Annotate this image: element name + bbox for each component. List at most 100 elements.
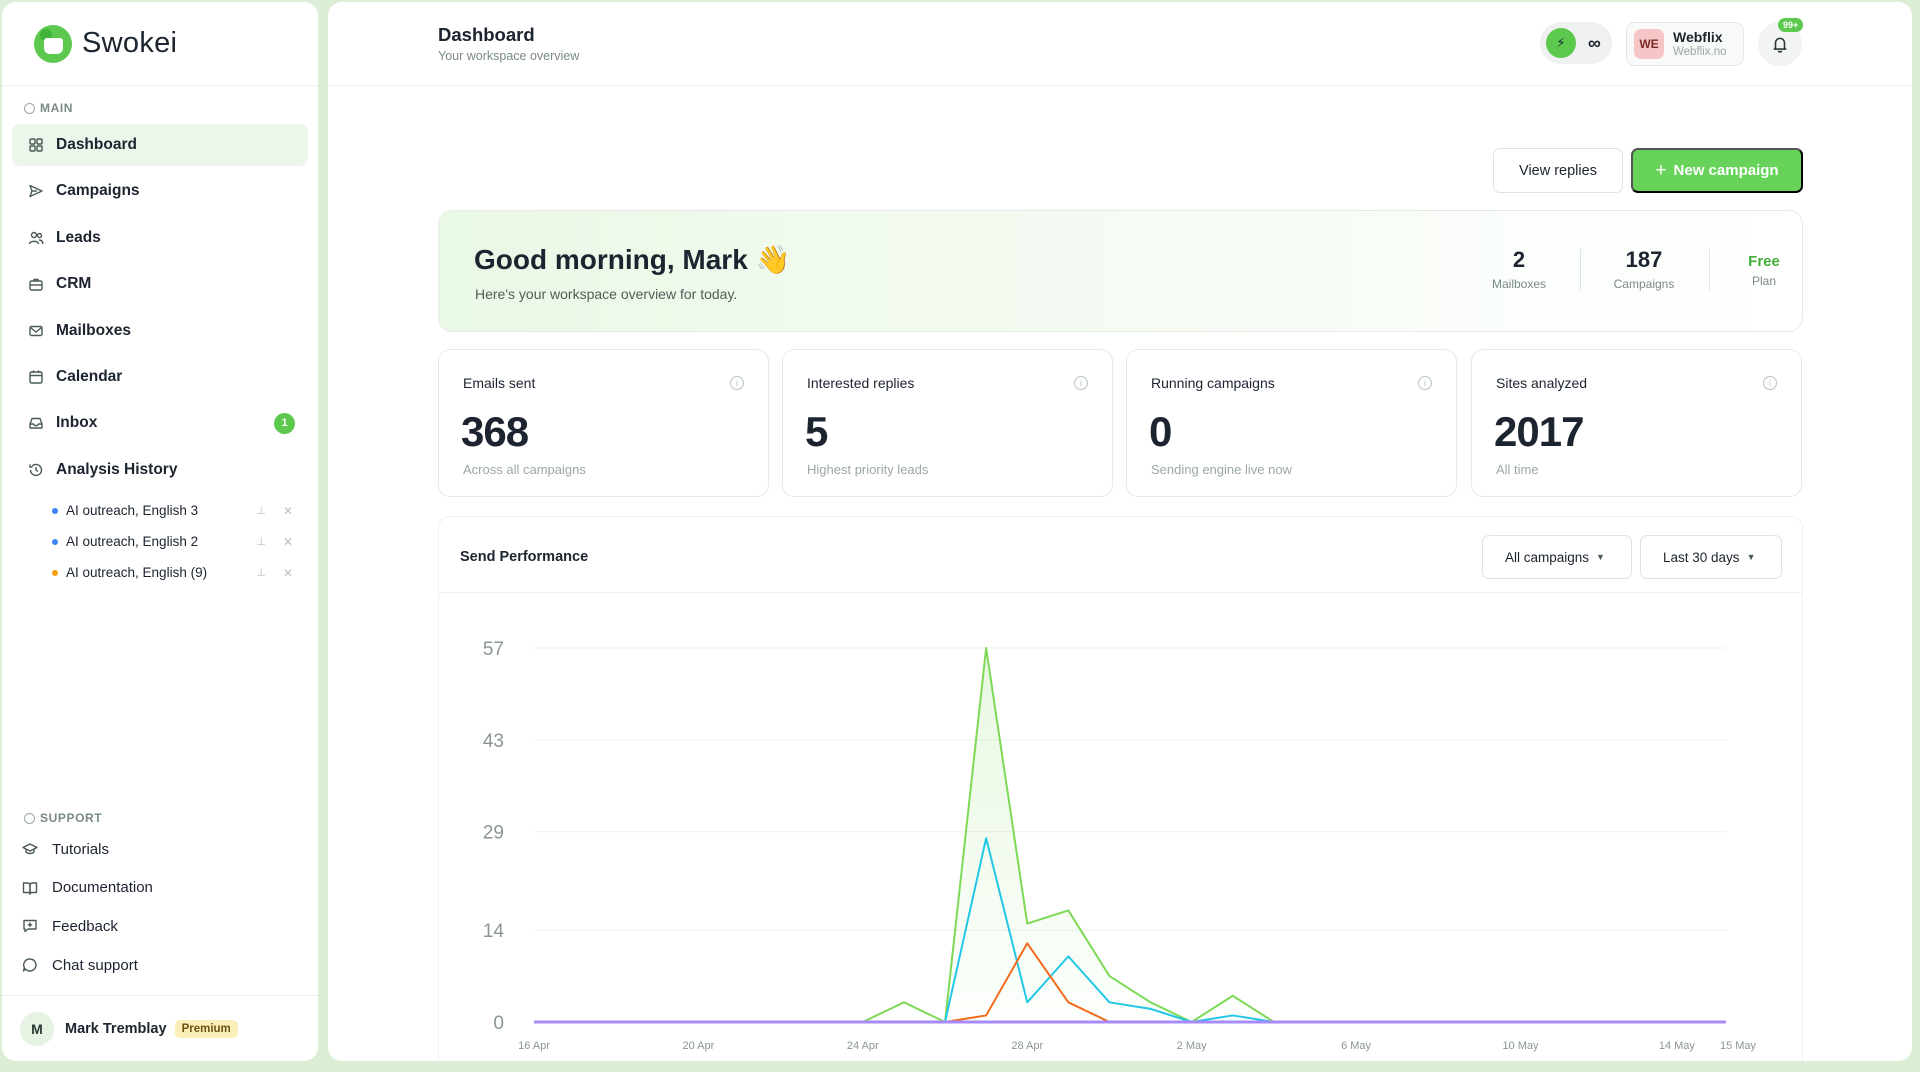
y-tick-label: 0 <box>493 1013 504 1034</box>
plan-badge: Premium <box>174 1019 238 1038</box>
users-icon <box>28 230 44 246</box>
pin-icon[interactable]: ⊥ <box>256 536 266 549</box>
mail-icon <box>28 323 44 339</box>
graduation-cap-icon <box>22 840 40 858</box>
support-item-documentation[interactable]: Documentation <box>22 869 153 908</box>
divider <box>1709 249 1710 291</box>
pin-icon[interactable]: ⊥ <box>256 567 266 580</box>
swokei-logo-icon <box>34 24 72 63</box>
sidebar-item-label: Campaigns <box>56 182 140 200</box>
bell-icon <box>1773 37 1787 53</box>
history-item[interactable]: AI outreach, English 3 ⊥ ✕ <box>52 495 318 526</box>
sidebar-item-analysis-history[interactable]: Analysis History <box>12 449 308 491</box>
analysis-history-list: AI outreach, English 3 ⊥ ✕ AI outreach, … <box>2 495 318 588</box>
main-nav: Dashboard Campaigns Leads CRM Mailboxes … <box>2 124 318 495</box>
date-range-select[interactable]: Last 30 days ▼ <box>1640 535 1782 579</box>
stat-campaigns: 187 Campaigns <box>1613 247 1675 291</box>
sidebar-item-label: Calendar <box>56 367 123 385</box>
dot-icon <box>52 569 58 576</box>
send-icon <box>28 183 44 199</box>
close-icon[interactable]: ✕ <box>282 503 293 518</box>
notification-count-badge: 99+ <box>1778 18 1804 32</box>
x-tick-label: 10 May <box>1502 1040 1539 1052</box>
new-campaign-button[interactable]: + New campaign <box>1631 148 1803 193</box>
feedback-icon <box>22 917 40 935</box>
y-tick-label: 29 <box>483 823 504 844</box>
info-icon[interactable]: i <box>730 376 744 390</box>
support-item-tutorials[interactable]: Tutorials <box>22 830 153 869</box>
history-icon <box>28 462 44 478</box>
history-item[interactable]: AI outreach, English 2 ⊥ ✕ <box>52 526 318 557</box>
sidebar-item-inbox[interactable]: Inbox 1 <box>12 402 308 444</box>
chevron-down-icon: ▼ <box>1596 552 1605 562</box>
main-section-label: MAIN <box>2 100 318 116</box>
history-item[interactable]: AI outreach, English (9) ⊥ ✕ <box>52 557 318 588</box>
page-title: Dashboard <box>438 24 535 45</box>
series-line <box>534 647 1726 1023</box>
sidebar-item-label: Analysis History <box>56 460 178 478</box>
sidebar-item-label: Inbox <box>56 414 98 432</box>
topbar: Dashboard Your workspace overview ⚡ ∞ WE… <box>328 2 1912 86</box>
credits-pill[interactable]: ⚡ ∞ <box>1540 22 1612 64</box>
x-tick-label: 24 Apr <box>847 1040 879 1052</box>
divider <box>1580 249 1581 291</box>
close-icon[interactable]: ✕ <box>282 565 293 580</box>
compass-icon <box>24 102 35 114</box>
inbox-icon <box>28 415 44 431</box>
y-tick-label: 14 <box>483 921 505 942</box>
view-replies-button[interactable]: View replies <box>1493 148 1623 193</box>
support-item-chat-support[interactable]: Chat support <box>22 946 153 985</box>
x-tick-label: 6 May <box>1341 1040 1371 1052</box>
campaign-filter-select[interactable]: All campaigns ▼ <box>1482 535 1632 579</box>
book-icon <box>22 879 40 897</box>
page-subtitle: Your workspace overview <box>438 49 580 63</box>
dot-icon <box>52 538 58 545</box>
brand-name: Swokei <box>82 27 178 59</box>
info-icon[interactable]: i <box>1763 376 1777 390</box>
user-name: Mark Tremblay <box>65 1020 167 1037</box>
info-icon[interactable]: i <box>1418 376 1432 390</box>
kpi-card-running-campaigns: Running campaigns i 0 Sending engine liv… <box>1126 349 1457 497</box>
brand[interactable]: Swokei <box>2 2 318 86</box>
history-item-label: AI outreach, English 2 <box>66 534 199 550</box>
x-tick-label: 14 May <box>1659 1040 1696 1052</box>
chevron-down-icon: ▼ <box>1746 552 1756 562</box>
sidebar-item-dashboard[interactable]: Dashboard <box>12 124 308 166</box>
x-tick-label: 15 May <box>1720 1040 1757 1052</box>
pin-icon[interactable]: ⊥ <box>256 505 266 518</box>
dot-icon <box>52 507 58 514</box>
plus-icon: + <box>1655 159 1667 181</box>
divider <box>439 592 1802 593</box>
sidebar-item-campaigns[interactable]: Campaigns <box>12 170 308 212</box>
avatar: M <box>20 1011 54 1046</box>
credits-value: ∞ <box>1588 32 1601 53</box>
history-item-label: AI outreach, English (9) <box>66 565 208 581</box>
panel-title: Send Performance <box>460 549 589 565</box>
sidebar-item-leads[interactable]: Leads <box>12 217 308 259</box>
greeting-subtitle: Here's your workspace overview for today… <box>475 286 738 302</box>
x-tick-label: 16 Apr <box>518 1040 550 1052</box>
info-icon[interactable]: i <box>1074 376 1088 390</box>
greeting: Good morning, Mark 👋 <box>474 244 791 275</box>
y-tick-label: 43 <box>483 731 504 752</box>
x-tick-label: 28 Apr <box>1011 1040 1043 1052</box>
workspace-switcher[interactable]: WE Webflix Webflix.no <box>1626 22 1744 66</box>
sidebar-item-label: CRM <box>56 275 92 293</box>
history-item-label: AI outreach, English 3 <box>66 503 199 519</box>
series-area <box>534 648 1726 1022</box>
stat-plan: Free Plan <box>1748 253 1780 288</box>
welcome-banner: Good morning, Mark 👋 Here's your workspa… <box>438 210 1803 332</box>
workspace-name: Webflix <box>1673 29 1723 45</box>
send-performance-panel: Send Performance All campaigns ▼ Last 30… <box>438 516 1803 1061</box>
close-icon[interactable]: ✕ <box>282 534 293 549</box>
support-item-feedback[interactable]: Feedback <box>22 907 153 946</box>
sidebar-item-label: Leads <box>56 228 101 246</box>
sidebar-item-calendar[interactable]: Calendar <box>12 356 308 398</box>
help-circle-icon <box>24 812 35 824</box>
bolt-icon: ⚡ <box>1546 28 1576 58</box>
sidebar-item-crm[interactable]: CRM <box>12 263 308 305</box>
support-section-label: SUPPORT <box>2 810 102 826</box>
user-profile[interactable]: M Mark Tremblay Premium <box>2 995 318 1061</box>
sidebar-item-mailboxes[interactable]: Mailboxes <box>12 310 308 352</box>
sidebar-item-label: Dashboard <box>56 136 137 153</box>
